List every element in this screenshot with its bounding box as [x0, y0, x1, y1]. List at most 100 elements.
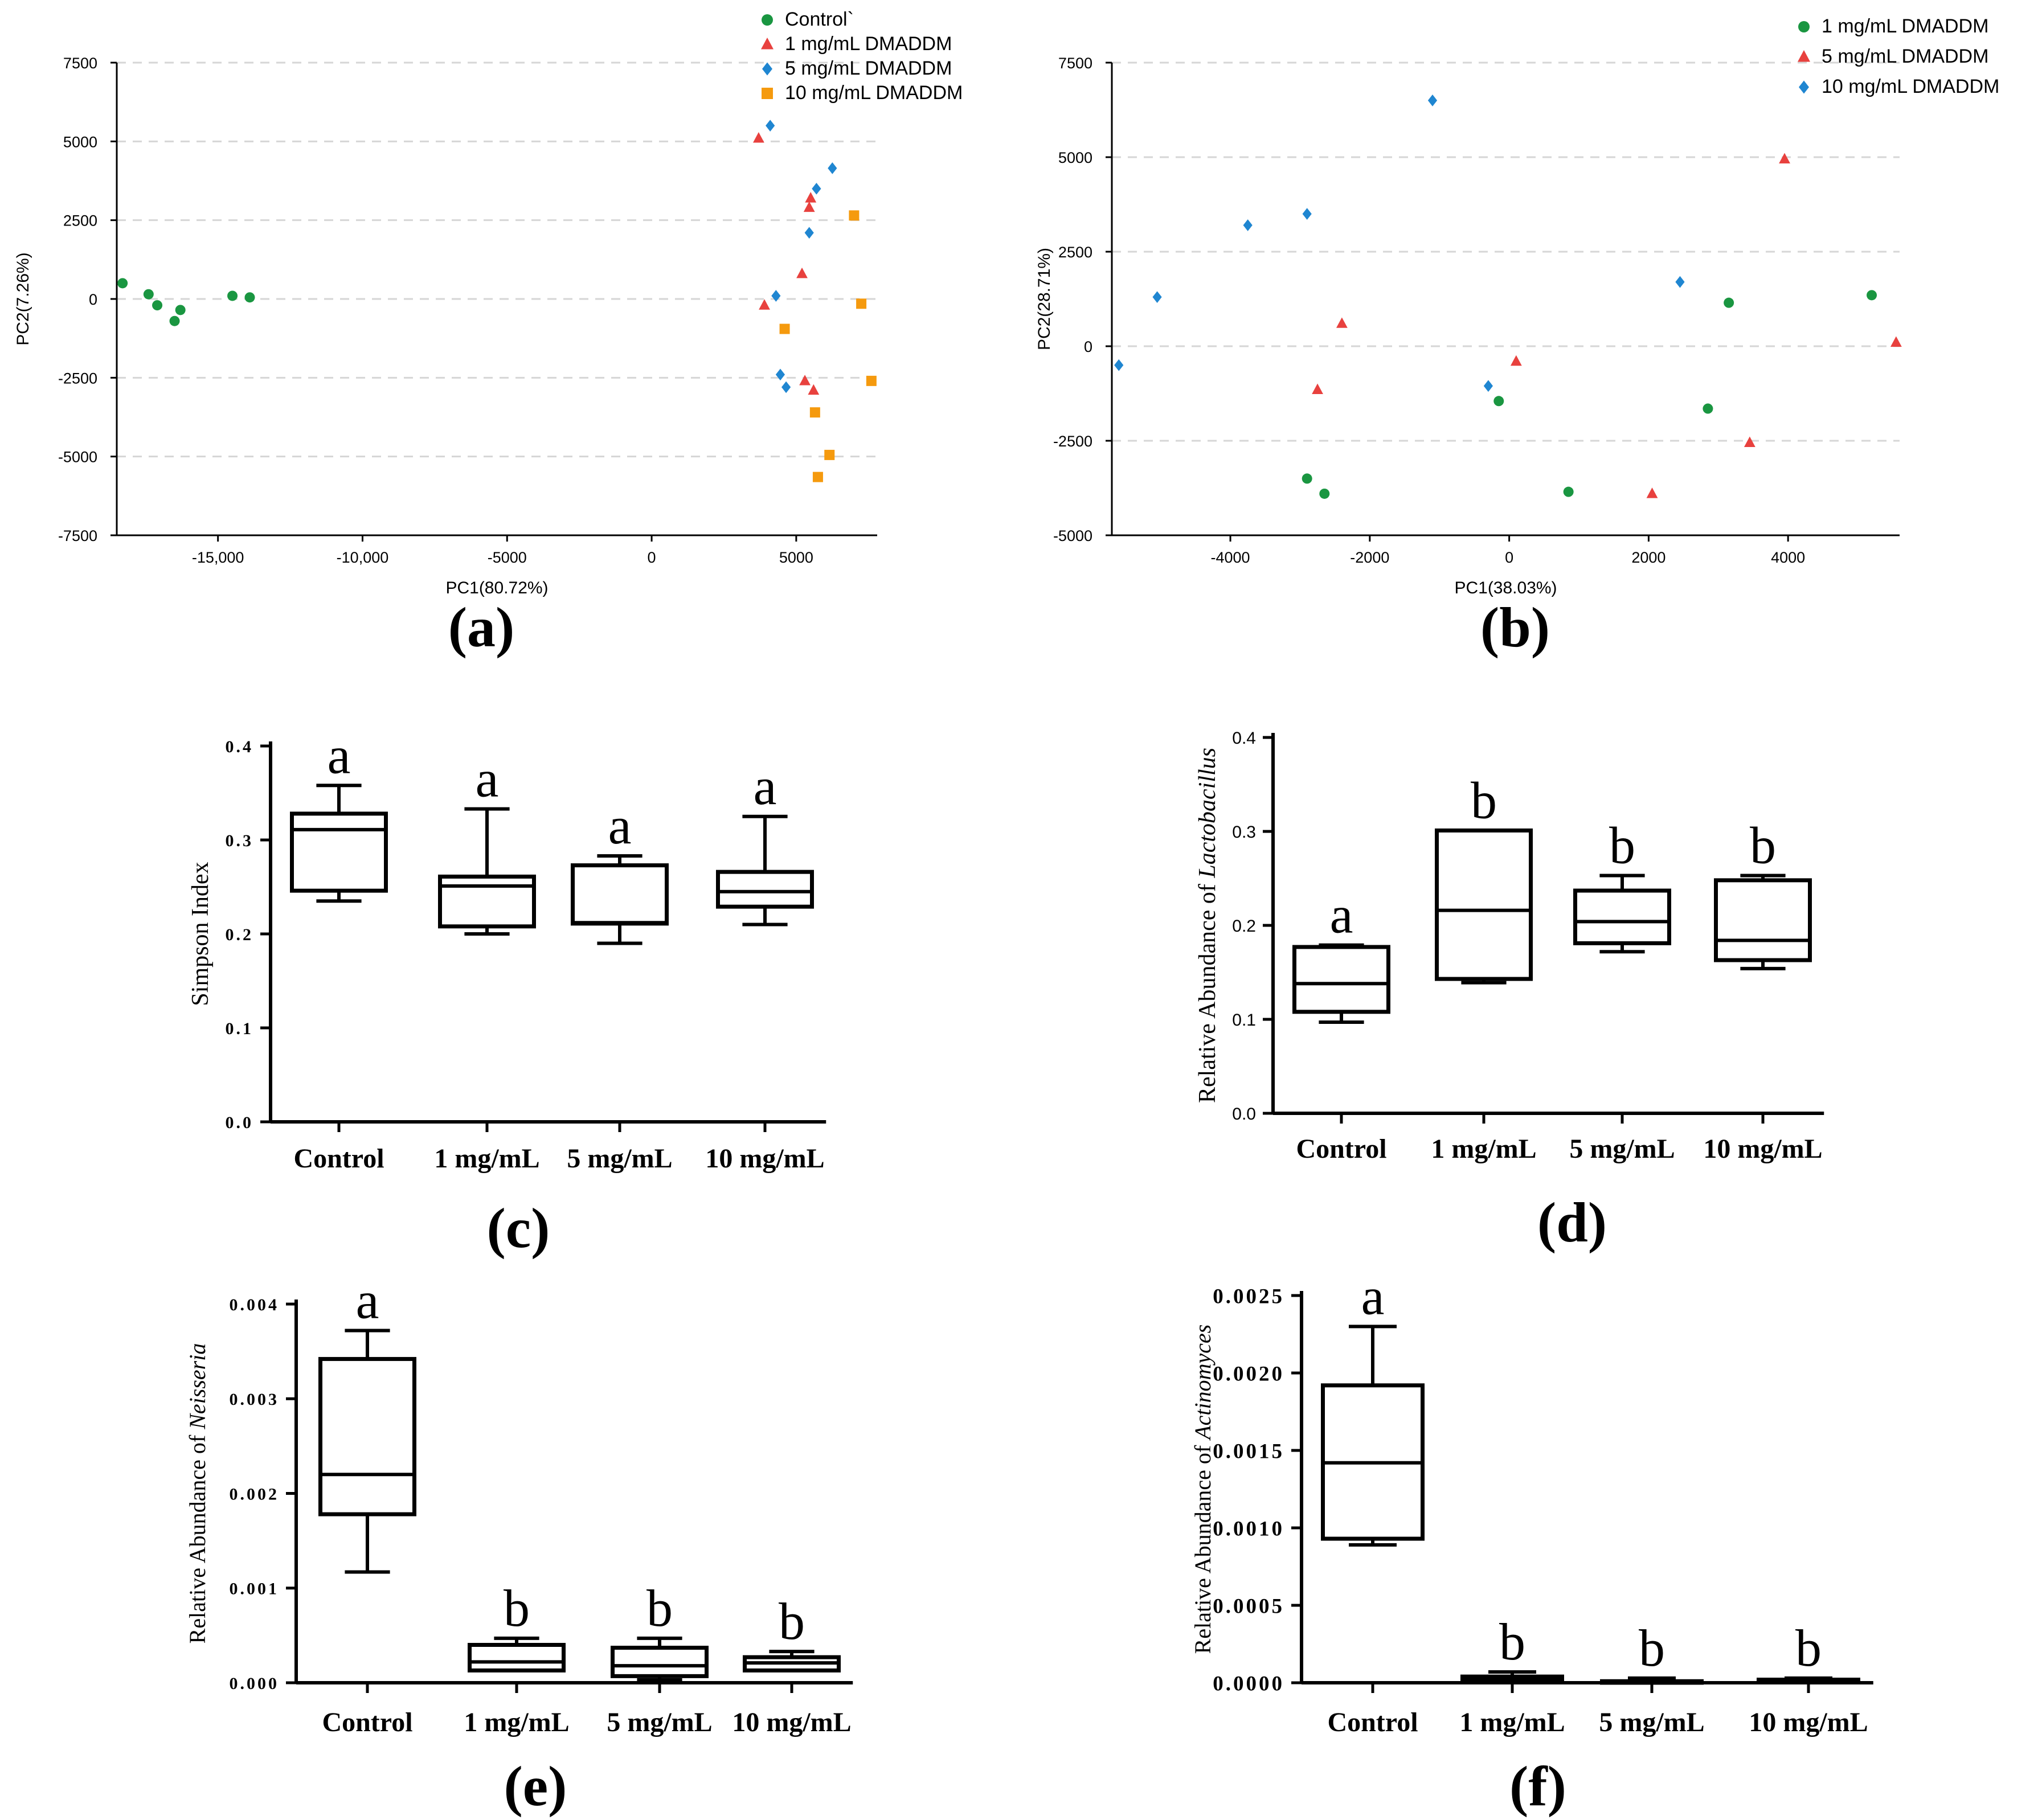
- box: [716, 870, 814, 909]
- data-point: [1336, 317, 1348, 328]
- data-point: [1319, 488, 1330, 499]
- panel-label: (c): [487, 1196, 550, 1260]
- significance-letter: b: [504, 1579, 530, 1637]
- legend-marker: [1798, 21, 1810, 32]
- y-tick-label: 7500: [1058, 55, 1092, 72]
- y-tick-label: -5000: [58, 449, 97, 466]
- y-tick-label: 0.0000: [1213, 1672, 1284, 1695]
- data-point: [796, 267, 808, 278]
- data-point: [803, 201, 815, 212]
- y-tick-label: 0.2: [1232, 917, 1256, 936]
- data-point: [1312, 383, 1323, 395]
- category-label: 5 mg/mL: [567, 1143, 672, 1174]
- significance-letter: b: [1471, 771, 1497, 829]
- y-tick-label: -5000: [1053, 527, 1092, 544]
- data-point: [804, 227, 814, 239]
- x-tick-label: 4000: [1771, 549, 1805, 566]
- y-tick-label: 0.3: [226, 831, 254, 850]
- box-panel-e: 0.000 0.001 0.002 0.003 0.004 Control 1 mg/mL 5…: [185, 1272, 853, 1818]
- category-label: 1 mg/mL: [464, 1707, 569, 1737]
- data-point: [824, 449, 835, 460]
- significance-letter: b: [779, 1592, 805, 1650]
- data-point: [849, 210, 860, 221]
- y-tick-label: 0: [1084, 338, 1092, 355]
- data-point: [1493, 396, 1504, 407]
- y-axis-label-taxon: Neisseria: [185, 1343, 210, 1430]
- legend-label: 10 mg/mL DMADDM: [785, 82, 963, 104]
- panel-label: (d): [1537, 1191, 1607, 1254]
- data-point: [866, 375, 877, 386]
- legend-marker: [762, 62, 772, 76]
- scatter-panel-b: -5000 -2500 0 2500 5000 7500 -4000 -2000 0 2000 40…: [1035, 15, 1999, 659]
- data-point: [1243, 219, 1253, 231]
- y-tick-label: 0.001: [230, 1580, 280, 1598]
- y-tick-label: 0.0020: [1213, 1362, 1284, 1386]
- data-point: [1563, 486, 1574, 497]
- data-point: [856, 298, 867, 309]
- y-tick-label: 7500: [63, 55, 97, 72]
- data-point: [117, 278, 128, 289]
- significance-letter: a: [476, 750, 499, 808]
- panel-label: (b): [1480, 596, 1550, 659]
- y-tick-label: 5000: [1058, 149, 1092, 166]
- legend-marker: [1798, 50, 1810, 62]
- legend-marker: [762, 14, 773, 26]
- category-label: 5 mg/mL: [1599, 1707, 1704, 1737]
- box: [468, 1643, 566, 1673]
- scatter-panel-a: -7500 -5000 -2500 0 2500 5000 7500 -15,000 -10,0…: [14, 9, 963, 659]
- legend-label: 1 mg/mL DMADDM: [1822, 15, 1988, 37]
- category-label: Control: [1327, 1707, 1418, 1737]
- data-point: [175, 305, 186, 315]
- data-point: [1867, 290, 1877, 301]
- data-point: [771, 290, 781, 302]
- significance-letter: a: [1330, 886, 1353, 944]
- y-tick-label: 0.004: [230, 1296, 280, 1314]
- category-label: 1 mg/mL: [1431, 1134, 1536, 1164]
- category-label: Control: [293, 1143, 384, 1174]
- significance-letter: b: [1639, 1619, 1665, 1677]
- data-point: [1302, 208, 1312, 220]
- data-point: [809, 407, 820, 418]
- y-tick-label: 0.0: [226, 1113, 254, 1132]
- box: [1573, 888, 1671, 945]
- x-tick-label: 0: [1505, 549, 1513, 566]
- y-tick-label: 0.0010: [1213, 1517, 1284, 1540]
- box: [1714, 878, 1812, 962]
- x-tick-label: -10,000: [337, 549, 389, 566]
- data-point: [1744, 436, 1755, 447]
- significance-letter: a: [754, 757, 777, 815]
- y-tick-label: 0.4: [1232, 729, 1256, 748]
- legend-marker: [1799, 80, 1809, 94]
- box: [438, 874, 536, 929]
- legend-label: 5 mg/mL DMADDM: [785, 58, 952, 79]
- y-axis-label: PC2(7.26%): [14, 252, 32, 345]
- data-point: [812, 472, 823, 482]
- category-label: 1 mg/mL: [1459, 1707, 1565, 1737]
- data-point: [752, 132, 764, 143]
- box: [290, 811, 388, 893]
- y-tick-label: 0.1: [1232, 1011, 1256, 1030]
- significance-letter: a: [608, 797, 632, 855]
- significance-letter: b: [1750, 817, 1776, 875]
- x-tick-label: -2000: [1350, 549, 1389, 566]
- box: [318, 1356, 416, 1516]
- y-axis-label-prefix: Relative Abundance of: [185, 1429, 210, 1644]
- data-point: [1427, 95, 1438, 106]
- x-axis-label: PC1(80.72%): [445, 579, 548, 597]
- significance-letter: b: [1609, 817, 1635, 875]
- data-point: [775, 368, 785, 381]
- data-point: [805, 192, 817, 203]
- panel-label: (f): [1509, 1755, 1566, 1818]
- y-tick-label: 0.3: [1232, 823, 1256, 842]
- x-axis-label: PC1(38.03%): [1454, 579, 1557, 597]
- category-label: 5 mg/mL: [607, 1707, 712, 1737]
- data-point: [799, 375, 811, 386]
- category-label: 10 mg/mL: [1703, 1134, 1822, 1164]
- data-point: [781, 381, 791, 393]
- y-tick-label: 0.003: [230, 1390, 280, 1409]
- y-axis-label-taxon: Actinomyces: [1190, 1325, 1216, 1441]
- y-tick-label: 0.002: [230, 1485, 280, 1503]
- box-panel-d: 0.0 0.1 0.2 0.3 0.4 Control 1 mg/mL 5 mg/mL 10 m…: [1194, 729, 1824, 1254]
- y-tick-label: 0.4: [226, 737, 254, 756]
